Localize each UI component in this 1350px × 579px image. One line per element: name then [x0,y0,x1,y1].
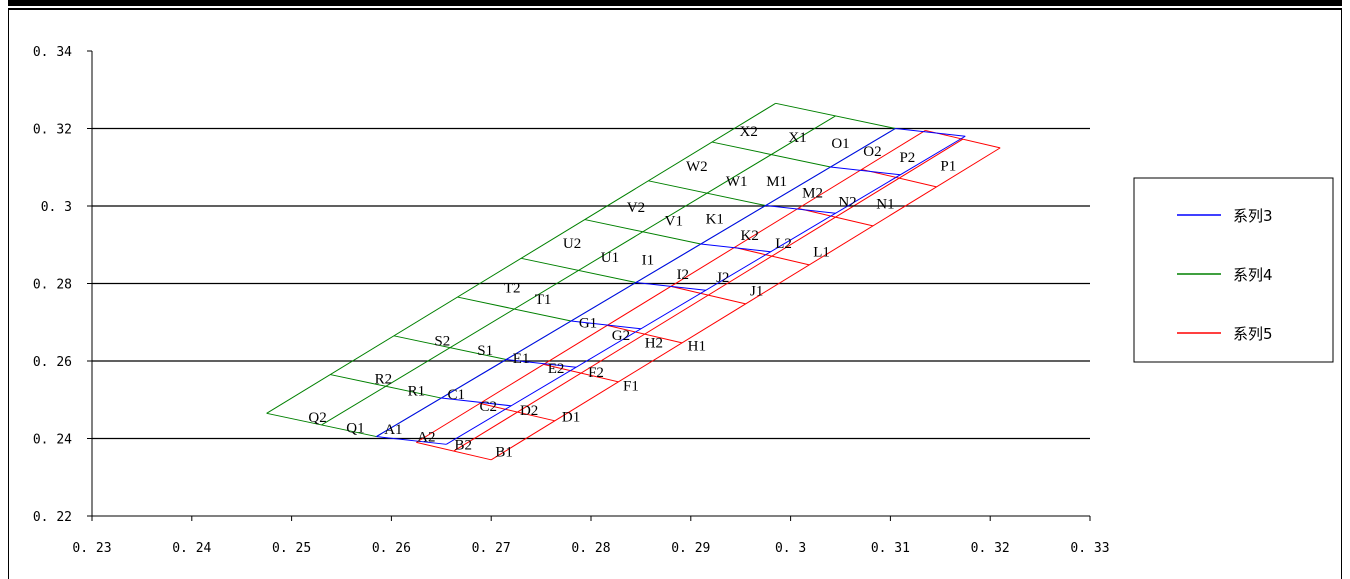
series-g4-long-1 [321,115,836,426]
point-label-p1: P1 [940,159,956,175]
point-label-j2: J2 [716,270,729,286]
series-g3-long-1 [446,135,966,445]
point-label-d2: D2 [520,403,538,419]
series-g3-cross-5 [700,243,771,253]
point-labels: A1 A2 B2 B1 C1 C2 D2 D1 E1 E2 F2 F1 G1 G2 H2 H1 I1 I2 J2 J1… [308,124,956,460]
point-label-q2: Q2 [308,410,326,426]
left-border [8,10,9,579]
legend-label-4: 系列4 [1233,266,1273,284]
point-label-f2: F2 [588,365,604,381]
series-g3-cross-0 [376,436,447,445]
point-label-g1: G1 [579,315,597,331]
point-label-h1: H1 [688,339,706,355]
point-label-i1: I1 [642,252,655,268]
point-label-a1: A1 [384,422,402,438]
x-tick-label-10: 0. 33 [1070,541,1109,556]
point-label-t2: T2 [504,280,521,296]
x-tick-label-6: 0. 29 [671,541,710,556]
point-label-p2: P2 [899,150,915,166]
point-label-g2: G2 [612,328,630,344]
y-tick-labels: 0. 34 0. 32 0. 3 0. 28 0. 26 0. 24 0. 22 [33,45,72,525]
series-g4-cross-0 [266,412,377,438]
y-tick-label-5: 0. 24 [33,433,72,448]
series-g5-long-1 [453,138,964,452]
right-border [1341,10,1342,579]
point-label-l1: L1 [813,245,830,261]
x-tick-label-0: 0. 23 [72,541,111,556]
point-label-s2: S2 [434,333,450,349]
point-label-x2: X2 [740,124,758,140]
series-g5-long-2 [490,147,1001,461]
series-g3-cross-2 [506,359,577,368]
point-label-r2: R2 [375,371,393,387]
top-border-thick [8,0,1342,6]
point-label-t1: T1 [535,292,552,308]
point-label-c1: C1 [448,387,466,403]
top-border-thin [8,8,1342,10]
point-label-v1: V1 [665,214,683,230]
point-label-m1: M1 [766,174,787,190]
x-tick-label-9: 0. 32 [971,541,1010,556]
y-tick-label-6: 0. 22 [33,510,72,525]
point-label-m2: M2 [802,185,823,201]
x-tick-label-2: 0. 25 [272,541,311,556]
y-tick-label-1: 0. 32 [33,123,72,138]
point-label-b1: B1 [495,444,513,460]
point-label-d1: D1 [562,409,580,425]
point-label-w2: W2 [686,159,708,175]
series-g4-long-0 [266,102,776,414]
x-tick-label-1: 0. 24 [172,541,211,556]
point-label-o1: O1 [831,136,849,152]
point-label-k2: K2 [741,228,759,244]
point-label-n2: N2 [838,194,856,210]
x-tick-label-3: 0. 26 [372,541,411,556]
point-label-b2: B2 [454,437,472,453]
point-label-k1: K1 [706,211,724,227]
y-tick-label-4: 0. 26 [33,355,72,370]
legend: 系列3 系列4 系列5 [1133,177,1334,363]
point-label-r1: R1 [408,383,426,399]
point-label-n1: N1 [876,196,894,212]
series-g3-cross-1 [441,397,512,407]
point-label-l2: L2 [775,236,792,252]
point-label-a2: A2 [417,430,435,446]
x-tick-label-5: 0. 28 [571,541,610,556]
point-label-j1: J1 [750,283,763,299]
point-label-i2: I2 [677,267,690,283]
legend-label-5: 系列5 [1233,325,1273,343]
point-label-h2: H2 [645,335,663,351]
x-tick-label-7: 0. 3 [775,541,806,556]
point-label-f1: F1 [623,378,639,394]
series-3-grid [376,128,966,445]
point-label-o2: O2 [863,144,881,160]
point-label-v2: V2 [627,200,645,216]
y-tick-label-0: 0. 34 [33,45,72,60]
x-tick-labels: 0. 23 0. 24 0. 25 0. 26 0. 27 0. 28 0. 29 0. 3 0… [72,541,1109,556]
series-g3-cross-6 [765,205,836,214]
x-tick-label-4: 0. 27 [472,541,511,556]
y-tick-label-2: 0. 3 [41,200,72,215]
point-label-u1: U1 [601,250,619,266]
series-g3-cross-4 [635,282,706,291]
series-g3-long-0 [376,128,896,437]
point-label-c2: C2 [479,399,497,415]
axes [87,50,1091,521]
point-label-e1: E1 [513,351,530,367]
x-tick-label-8: 0. 31 [871,541,910,556]
point-label-u2: U2 [563,236,581,252]
y-tick-label-3: 0. 28 [33,278,72,293]
legend-label-3: 系列3 [1233,207,1273,225]
series-g3-cross-3 [570,320,641,330]
gridlines [92,127,1090,440]
series-g3-cross-7 [830,166,901,176]
series-g3-cross-8 [895,128,966,137]
point-label-s1: S1 [477,343,493,359]
legend-box [1133,177,1334,363]
point-label-q1: Q1 [346,421,364,437]
point-label-e2: E2 [548,361,565,377]
point-label-x1: X1 [788,130,806,146]
point-label-w1: W1 [726,174,748,190]
